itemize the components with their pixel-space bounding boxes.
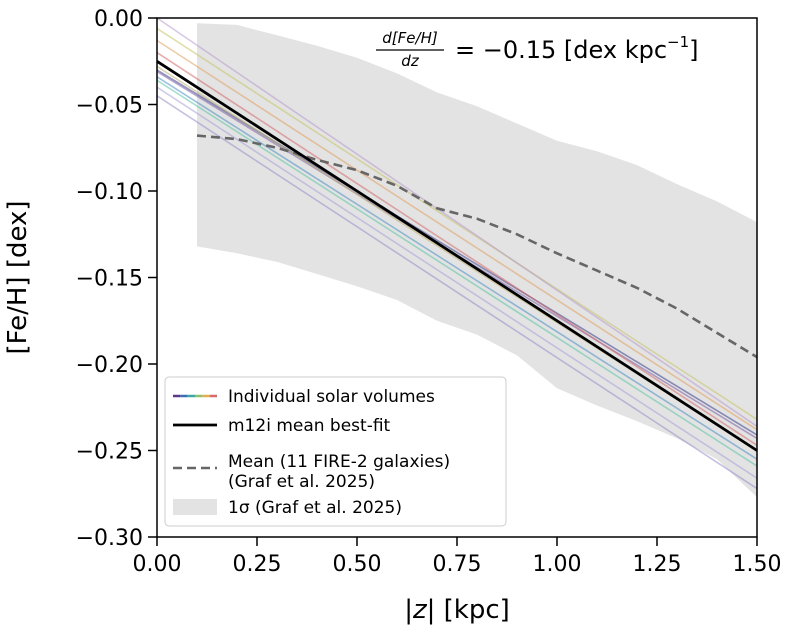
y-tick-label: 0.00	[94, 7, 143, 32]
x-tick-label: 0.00	[133, 552, 182, 577]
gradient-annotation: d[Fe/H] dz = −0.15 [dex kpc−1]	[376, 29, 699, 70]
y-axis-label: [Fe/H] [dex]	[3, 200, 33, 354]
sigma-band-layer	[197, 23, 757, 498]
x-tick-label: 0.75	[433, 552, 482, 577]
legend-box	[164, 376, 507, 527]
x-axis-ticks: 0.00 0.25 0.50 0.75 1.00 1.25 1.50	[133, 537, 782, 577]
bestfit-line	[156, 60, 758, 452]
y-tick-label: −0.05	[76, 94, 143, 119]
y-tick-label: −0.30	[76, 526, 143, 551]
x-tick-label: 1.00	[533, 552, 582, 577]
y-tick-label: −0.10	[76, 180, 143, 205]
bestfit-line-layer	[156, 60, 758, 452]
legend: Individual solar volumes m12i mean best-f…	[164, 376, 507, 527]
x-tick-label: 0.25	[233, 552, 282, 577]
legend-label: m12i mean best-fit	[228, 416, 391, 436]
individual-line-7	[156, 17, 758, 427]
legend-handle-band	[173, 499, 217, 515]
mean-line-layer	[196, 134, 758, 359]
y-tick-label: −0.25	[76, 440, 143, 465]
sigma-band	[197, 23, 757, 498]
individual-line-9	[156, 86, 758, 479]
legend-label: Mean (11 FIRE-2 galaxies)	[228, 452, 450, 472]
annotation-numerator: d[Fe/H]	[382, 29, 438, 47]
legend-label: 1σ (Graf et al. 2025)	[228, 498, 402, 518]
legend-label: Individual solar volumes	[228, 387, 435, 407]
individual-line-4	[156, 27, 758, 421]
x-tick-label: 1.25	[633, 552, 682, 577]
y-axis-ticks: 0.00 −0.05 −0.10 −0.15 −0.20 −0.25 −0.30	[76, 7, 157, 551]
individual-line-5	[156, 39, 758, 431]
y-tick-label: −0.20	[76, 353, 143, 378]
x-axis-label: |z| [kpc]	[404, 595, 510, 625]
legend-label-line2: (Graf et al. 2025)	[228, 472, 375, 492]
mean-line	[196, 134, 758, 359]
x-tick-label: 1.50	[733, 552, 782, 577]
x-tick-label: 0.50	[333, 552, 382, 577]
annotation-value: = −0.15 [dex kpc−1]	[455, 33, 699, 64]
individual-lines-layer	[156, 17, 758, 490]
annotation-denominator: dz	[401, 52, 420, 70]
y-tick-label: −0.15	[76, 267, 143, 292]
individual-line-2	[156, 76, 758, 460]
individual-line-6	[156, 51, 758, 446]
individual-line-8	[156, 95, 758, 490]
